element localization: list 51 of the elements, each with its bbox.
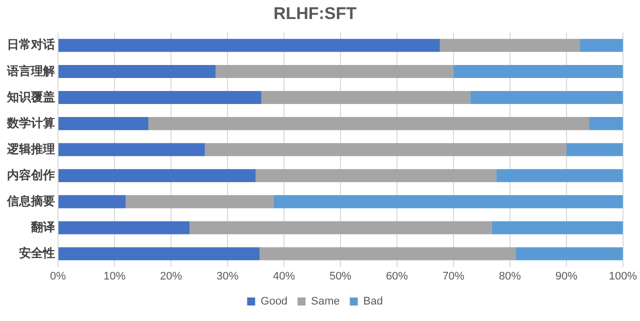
bar — [216, 64, 454, 78]
bar — [589, 117, 623, 130]
bar — [58, 38, 440, 52]
x-tick-label: 0% — [50, 270, 66, 282]
x-tick-label: 20% — [160, 270, 182, 282]
legend-label: Bad — [363, 296, 383, 308]
x-tick-label: 50% — [329, 270, 352, 282]
x-tick-label: 60% — [386, 270, 408, 282]
bar — [58, 195, 126, 208]
chart-title: RLHF:SFT — [273, 4, 358, 23]
y-tick-label: 内容创作 — [7, 168, 55, 182]
y-tick-label: 逻辑推理 — [6, 142, 55, 156]
legend-label: Good — [260, 296, 288, 308]
bar — [453, 64, 623, 78]
y-tick-label: 安全性 — [19, 246, 55, 260]
y-tick-label: 日常对话 — [7, 38, 55, 52]
bar — [148, 117, 590, 130]
x-tick-label: 90% — [555, 270, 578, 282]
bar — [261, 91, 470, 104]
bar — [58, 64, 216, 78]
bar — [580, 38, 623, 52]
bar — [566, 143, 623, 156]
x-tick-label: 10% — [103, 270, 126, 282]
bar — [58, 117, 148, 130]
bar — [496, 169, 623, 182]
bar — [260, 247, 516, 260]
bar — [516, 247, 623, 260]
x-tick-label: 80% — [498, 270, 522, 282]
bar — [58, 169, 256, 182]
y-tick-label: 知识覆盖 — [6, 90, 55, 104]
x-tick-label: 30% — [216, 270, 239, 282]
legend-label: Same — [311, 296, 340, 308]
bar — [190, 221, 492, 234]
y-tick-label: 翻译 — [30, 220, 56, 234]
bar — [58, 143, 205, 156]
y-tick-label: 信息摘要 — [6, 194, 55, 208]
bar — [256, 169, 496, 182]
bar — [126, 195, 274, 208]
bar — [273, 195, 623, 208]
x-tick-label: 70% — [442, 270, 465, 282]
bar — [58, 91, 262, 104]
y-tick-label: 语言理解 — [6, 64, 55, 78]
bar — [204, 143, 566, 156]
x-tick-label: 40% — [272, 270, 296, 282]
bar — [440, 38, 580, 52]
x-tick-label: 100% — [608, 270, 638, 282]
bar — [58, 247, 260, 260]
bar — [470, 91, 623, 104]
bar — [58, 221, 190, 234]
bar — [492, 221, 623, 234]
y-tick-label: 数学计算 — [6, 116, 55, 130]
